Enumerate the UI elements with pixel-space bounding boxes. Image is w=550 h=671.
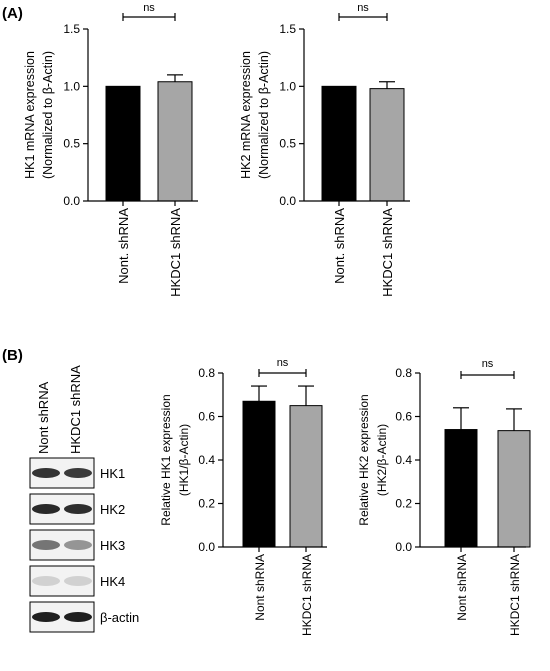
bar-knockdown: [157, 81, 193, 202]
y-tick-label: 0.6: [395, 410, 412, 424]
bar-control: [444, 429, 478, 548]
x-tick-label: HKDC1 shRNA: [168, 208, 183, 297]
y-axis-title-line1: HK2 mRNA expression: [239, 51, 253, 179]
y-tick-label: 0.0: [395, 540, 412, 554]
significance-label: ns: [357, 2, 369, 14]
significance-label: ns: [143, 2, 155, 14]
x-tick-label: Nont. shRNA: [332, 208, 347, 284]
y-axis-title-line1: Relative HK2 expression: [357, 394, 371, 525]
error-bar-knockdown: [506, 408, 522, 431]
chart-hk1-mrna: 0.0 0.5 1.0 1.5 Nont. shRNA HKDC1 shRNA HK1 mR…: [23, 2, 198, 297]
y-tick-label: 0.5: [63, 137, 80, 151]
chart-hk2-protein: 0.0 0.2 0.4 0.6 0.8 Nont shRNA HKDC1 shRNA Rela…: [357, 358, 531, 636]
x-tick-label: HKDC1 shRNA: [508, 554, 522, 636]
wb-lane-label-knockdown: HKDC1 shRNA: [68, 365, 83, 454]
y-axis-title-line1: Relative HK1 expression: [159, 394, 173, 525]
error-bar-knockdown: [379, 81, 395, 89]
wb-row-hk4: HK4: [29, 565, 125, 597]
wb-band: [32, 612, 60, 622]
wb-band: [32, 468, 60, 478]
wb-row-beta-actin: β-actin: [29, 601, 139, 633]
wb-row-label: HK1: [100, 466, 125, 481]
significance-bracket: [338, 13, 388, 21]
wb-band: [32, 576, 60, 586]
panel-b-label: (B): [2, 347, 23, 364]
significance-bracket: [122, 13, 176, 21]
bar-knockdown: [497, 430, 531, 548]
y-axis-title-line2: (Normalized to β-Actin): [41, 51, 55, 179]
x-tick-label: Nont shRNA: [253, 554, 267, 621]
x-tick-label: Nont shRNA: [455, 554, 469, 621]
wb-row-label: HK4: [100, 574, 125, 589]
panel-a-label: (A): [2, 5, 23, 22]
y-tick-label: 1.5: [279, 22, 296, 36]
error-bar-knockdown: [298, 385, 314, 406]
wb-lane-label-control: Nont shRNA: [36, 381, 51, 454]
y-tick-label: 0.2: [395, 497, 412, 511]
wb-row-hk1: HK1: [29, 457, 125, 489]
wb-band: [32, 504, 60, 514]
error-bar-control: [251, 385, 267, 402]
bar-control: [242, 400, 276, 548]
bar-control: [105, 85, 141, 202]
y-tick-label: 0.8: [198, 366, 215, 380]
y-tick-label: 0.0: [198, 540, 215, 554]
significance-label: ns: [277, 357, 289, 369]
significance-bracket: [460, 371, 515, 379]
western-blot: Nont shRNA HKDC1 shRNA HK1 HK2 HK3 HK4 β-act…: [29, 365, 139, 633]
wb-row-label: β-actin: [100, 610, 139, 625]
wb-row-hk2: HK2: [29, 493, 125, 525]
wb-row-label: HK2: [100, 502, 125, 517]
y-tick-label: 1.0: [63, 79, 80, 93]
error-bar-knockdown: [167, 74, 183, 82]
y-tick-label: 0.5: [279, 137, 296, 151]
y-axis-title-line2: (HK2/β-Actin): [375, 424, 389, 496]
wb-band: [64, 504, 92, 514]
y-tick-label: 1.0: [279, 79, 296, 93]
significance-label: ns: [482, 358, 494, 370]
wb-band: [64, 612, 92, 622]
y-axis-title-line2: (HK1/β-Actin): [177, 424, 191, 496]
bar-control: [321, 85, 357, 202]
x-tick-label: HKDC1 shRNA: [300, 554, 314, 636]
y-tick-label: 0.2: [198, 497, 215, 511]
wb-band: [32, 540, 60, 550]
y-tick-label: 0.4: [198, 453, 215, 467]
x-tick-label: HKDC1 shRNA: [380, 208, 395, 297]
y-tick-label: 0.0: [279, 194, 296, 208]
chart-hk2-mrna: 0.0 0.5 1.0 1.5 Nont. shRNA HKDC1 shRNA HK2 mR…: [239, 2, 410, 297]
significance-bracket: [258, 369, 307, 377]
wb-band: [64, 576, 92, 586]
chart-hk1-protein: 0.0 0.2 0.4 0.6 0.8 Nont shRNA HKDC1 shRNA Rela…: [159, 357, 327, 636]
x-tick-label: Nont. shRNA: [116, 208, 131, 284]
wb-band: [64, 468, 92, 478]
y-tick-label: 0.6: [198, 410, 215, 424]
bar-knockdown: [289, 405, 323, 548]
y-tick-label: 0.8: [395, 366, 412, 380]
y-tick-label: 0.0: [63, 194, 80, 208]
y-tick-label: 0.4: [395, 453, 412, 467]
bar-knockdown: [369, 88, 405, 202]
wb-row-hk3: HK3: [29, 529, 125, 561]
wb-row-label: HK3: [100, 538, 125, 553]
y-tick-label: 1.5: [63, 22, 80, 36]
wb-band: [64, 540, 92, 550]
error-bar-control: [453, 407, 469, 430]
y-axis-title-line2: (Normalized to β-Actin): [257, 51, 271, 179]
y-axis-title-line1: HK1 mRNA expression: [23, 51, 37, 179]
